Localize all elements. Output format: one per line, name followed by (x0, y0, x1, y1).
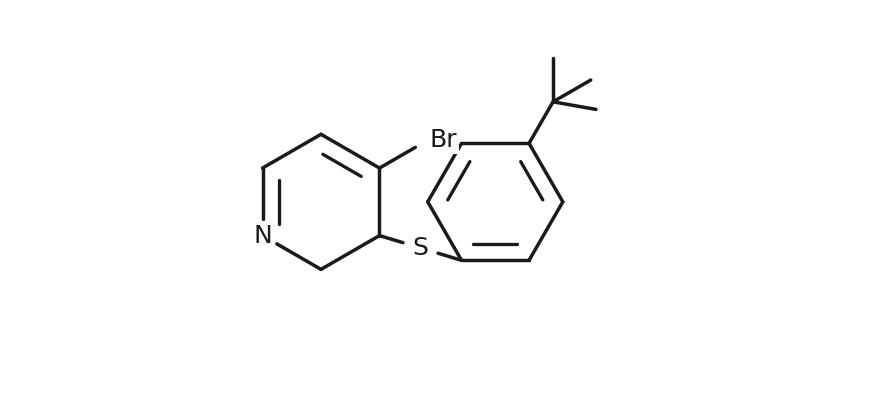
Text: N: N (253, 224, 272, 248)
Text: S: S (413, 236, 429, 260)
Text: Br: Br (429, 128, 457, 152)
